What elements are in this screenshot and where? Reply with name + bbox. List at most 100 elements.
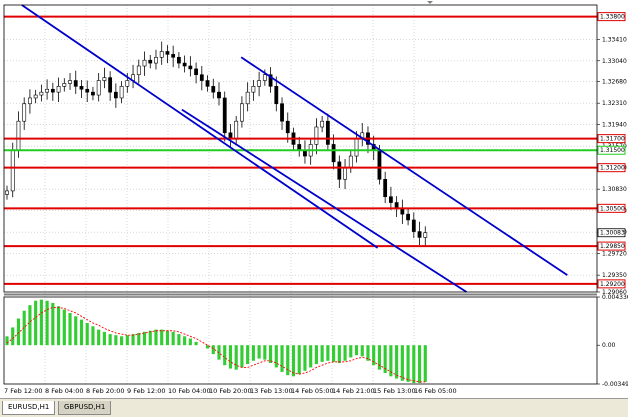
level-price-tag [597,163,626,173]
candle[interactable] [176,52,181,69]
candle[interactable] [251,79,256,101]
chart-area[interactable]: 1.33410 1.33040 1.32680 1.32310 1.31940 1.315… [0,0,628,398]
candle[interactable] [50,82,55,101]
time-axis-label: 10 Feb 04:00 [168,387,211,395]
price-tick-label: 1.33040 [602,58,627,65]
price-tick-label: 1.32310 [602,100,627,107]
price-tick-label: 1.30830 [602,186,627,193]
candle[interactable] [217,82,221,106]
level-price-label: 1.31200 [600,165,625,172]
candle[interactable] [280,97,284,130]
tab-eurusd[interactable]: EURUSD,H1 [2,401,56,415]
grid [3,5,597,384]
candle[interactable] [383,171,388,204]
candle[interactable] [417,221,422,245]
time-axis-label: 15 Feb 13:00 [373,387,416,395]
candle[interactable] [423,226,428,247]
level-price-label: 1.31500 [600,147,625,154]
time-axis: 7 Feb 12:00 8 Feb 04:00 8 Feb 20:00 9 Feb 1… [4,387,457,395]
time-axis-label: 9 Feb 12:00 [127,387,166,395]
candle[interactable] [325,113,330,151]
candle[interactable] [154,49,158,70]
candle[interactable] [159,41,164,65]
candle[interactable] [33,89,38,104]
time-axis-label: 10 Feb 20:00 [209,387,252,395]
level-price-tag [597,145,626,155]
candle[interactable] [136,59,141,84]
candle[interactable] [274,76,279,112]
candle[interactable] [148,54,153,69]
candle[interactable] [337,155,342,189]
candle[interactable] [314,118,319,155]
candle[interactable] [85,80,90,103]
candle[interactable] [22,97,27,130]
candle[interactable] [45,79,50,100]
candle[interactable] [142,51,147,76]
level-price-label: 1.31700 [600,136,625,143]
candle[interactable] [240,96,244,128]
price-tick-label: 1.29350 [602,272,627,279]
candle[interactable] [79,79,84,98]
candle[interactable] [28,89,32,114]
level-price-tag [597,12,626,22]
level-price-label: 1.30500 [600,205,625,212]
level-price-label: 1.29850 [600,243,625,250]
time-axis-label: 13 Feb 13:00 [250,387,293,395]
candle[interactable] [411,212,416,238]
time-axis-label: 14 Feb 05:00 [291,387,334,395]
trend-channel-line[interactable] [21,4,379,249]
chart-shift-marker[interactable] [427,1,433,4]
time-axis-label: 8 Feb 20:00 [86,387,125,395]
candle[interactable] [205,75,210,92]
candle[interactable] [165,45,170,64]
candle[interactable] [182,55,187,73]
price-tick-label: 1.31940 [602,122,627,129]
trend-channel-line[interactable] [240,56,568,276]
macd-tick-label: -0.00349 [602,381,628,388]
price-tick-label: 1.32680 [602,79,627,86]
horizontal-levels[interactable] [4,15,597,285]
price-tick-label: 1.29060 [602,289,627,296]
candle[interactable] [91,86,95,101]
candle[interactable] [119,81,124,104]
candle[interactable] [5,185,9,200]
candle[interactable] [222,91,227,142]
candle[interactable] [73,70,78,94]
macd-indicator[interactable] [5,299,427,383]
candle[interactable] [331,134,336,170]
candle[interactable] [268,67,273,93]
candle[interactable] [388,186,393,211]
candle[interactable] [56,77,61,103]
candle[interactable] [171,45,176,68]
candle[interactable] [62,78,67,92]
time-axis-label: 8 Feb 04:00 [45,387,84,395]
candle[interactable] [188,56,193,77]
candle[interactable] [68,72,72,90]
level-price-tag [597,134,626,144]
trend-channel-line[interactable] [181,108,468,293]
time-axis-label: 14 Feb 21:00 [332,387,375,395]
candle[interactable] [102,67,107,89]
candle[interactable] [39,84,44,102]
candle[interactable] [211,78,216,99]
current-price-tag [597,228,626,238]
candle[interactable] [108,71,113,101]
level-price-tag [597,241,626,251]
chart-frame [3,1,598,385]
candle[interactable] [194,62,198,84]
main-window-border [3,4,598,293]
candle[interactable] [245,82,250,112]
level-price-tag [597,203,626,213]
candle[interactable] [199,66,204,91]
price-tick-label: 1.29720 [602,251,627,258]
tab-gbpusd[interactable]: GBPUSD,H1 [58,401,112,415]
macd-tick-label: 0.004336 [602,294,628,301]
trend-channels[interactable] [21,4,568,293]
candle[interactable] [406,208,410,226]
current-price-label: 1.30083 [600,230,625,237]
candle[interactable] [96,72,101,102]
candle[interactable] [320,115,325,133]
candle[interactable] [257,71,262,97]
candle[interactable] [113,83,118,108]
chart-tab-bar: EURUSD,H1 GBPUSD,H1 [0,398,628,417]
